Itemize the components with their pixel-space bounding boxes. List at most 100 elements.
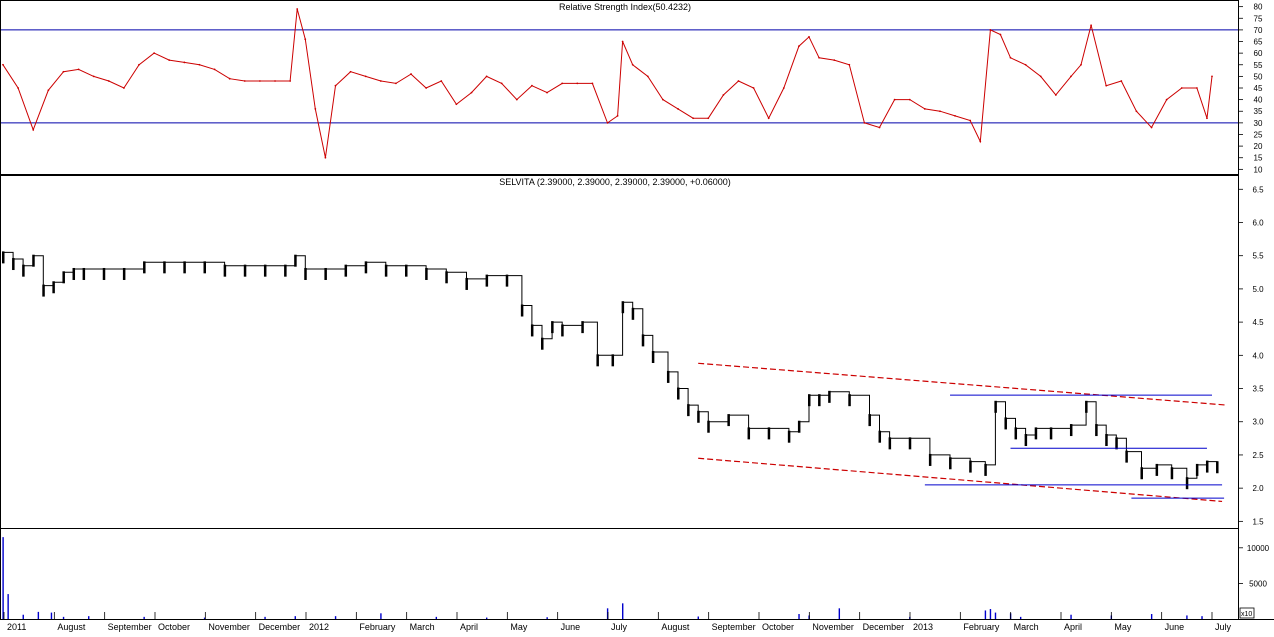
volume-bar [88, 616, 90, 619]
price-bar [1105, 434, 1108, 447]
price-plot: 1.5 2.0 2.5 3.0 3.5 4.0 4.5 5.0 5.5 6.0 6.5 [2, 185, 1264, 526]
price-tick-label: 4.5 [1252, 318, 1264, 327]
time-label: April [1064, 622, 1082, 632]
rsi-point [1009, 56, 1012, 59]
rsi-point [379, 80, 382, 82]
rsi-series-line [2, 8, 1213, 158]
volume-bar [203, 617, 206, 619]
scale-box[interactable] [1239, 607, 1255, 619]
price-bar [1125, 450, 1128, 463]
rsi-point [546, 91, 548, 94]
rsi-tick-label: 80 [1254, 3, 1263, 12]
price-tick-label: 4.0 [1252, 351, 1264, 360]
price-bar [1014, 427, 1018, 440]
rsi-point [1080, 63, 1082, 66]
price-bar [747, 427, 751, 440]
volume-bar [334, 616, 337, 619]
price-bar [1216, 461, 1219, 474]
price-bar [551, 321, 554, 334]
price-bar [878, 430, 882, 443]
price-bar [425, 267, 428, 280]
volume-bar [486, 617, 488, 619]
time-label: July [1215, 622, 1232, 632]
time-label: September [712, 622, 756, 632]
price-bar [1115, 437, 1118, 450]
price-tick-label: 5.5 [1252, 252, 1264, 261]
rsi-point [531, 84, 533, 87]
volume-bar [838, 608, 841, 619]
price-bar [818, 394, 821, 407]
price-bar [621, 301, 625, 314]
time-label: November [208, 622, 250, 632]
price-bar [163, 261, 166, 274]
rsi-point [969, 119, 972, 122]
rsi-point [243, 80, 246, 82]
rsi-point [274, 80, 276, 82]
rsi-point [1150, 126, 1153, 129]
rsi-point [1120, 80, 1123, 82]
rsi-tick-label: 45 [1254, 84, 1263, 93]
price-bar [143, 261, 146, 274]
price-bar [1140, 467, 1143, 480]
rsi-point [228, 77, 231, 80]
volume-bar [697, 616, 699, 619]
price-bar [1004, 417, 1007, 430]
price-bar [581, 321, 584, 334]
rsi-point [123, 87, 125, 89]
price-bar [304, 267, 307, 280]
volume-panel-frame [0, 528, 1239, 620]
price-bar [520, 304, 524, 317]
volume-bar [435, 616, 438, 619]
price-series-line [3, 251, 1218, 479]
price-bar [908, 437, 912, 450]
price-tick-label: 5.0 [1252, 285, 1264, 294]
price-tick-label: 2.0 [1252, 484, 1264, 493]
volume-tick-label: 5000 [1249, 579, 1267, 588]
rsi-point [2, 63, 4, 66]
time-label: 2012 [309, 622, 329, 632]
rsi-tick-label: 25 [1254, 130, 1263, 139]
rsi-point [818, 56, 820, 59]
rsi-point [878, 126, 881, 129]
price-bar [2, 251, 5, 264]
rsi-point [833, 59, 836, 62]
volume-bar [984, 610, 987, 619]
time-label: June [561, 622, 581, 632]
price-bar [263, 264, 267, 277]
price-bar [984, 463, 987, 476]
rsi-tick-label: 55 [1254, 61, 1263, 70]
price-panel-frame [0, 175, 1239, 529]
price-bar [641, 334, 645, 347]
price-bar [767, 427, 771, 440]
time-label: December [259, 622, 301, 632]
rsi-point [939, 110, 941, 113]
rsi-point [954, 114, 956, 117]
price-tick-label: 1.5 [1252, 517, 1264, 526]
rsi-plot: 10 15 20 25 30 35 40 45 50 55 60 65 70 75 80 [1, 3, 1263, 174]
price-bar [1034, 427, 1038, 440]
trend-channel-lower [698, 457, 1223, 503]
price-bar [62, 271, 65, 284]
rsi-tick-label: 35 [1254, 107, 1263, 116]
rsi-point [1195, 87, 1198, 89]
rsi-point [395, 82, 397, 85]
price-bar [994, 400, 997, 413]
price-bar [32, 254, 35, 267]
rsi-point [692, 117, 695, 120]
time-label: April [460, 622, 478, 632]
volume-bar [1201, 616, 1203, 619]
time-label: October [762, 622, 794, 632]
price-bar [596, 354, 599, 367]
rsi-point [808, 35, 810, 38]
volume-tick-label: 10000 [1247, 544, 1270, 553]
rsi-point [289, 80, 292, 82]
price-bar [1069, 424, 1073, 437]
rsi-point [798, 45, 800, 48]
volume-bar [37, 611, 40, 619]
rsi-point [334, 84, 337, 87]
volume-bar [380, 613, 382, 619]
volume-bar [1186, 615, 1188, 619]
price-bar [969, 460, 972, 473]
price-bar [102, 267, 106, 280]
rsi-point [259, 80, 261, 82]
